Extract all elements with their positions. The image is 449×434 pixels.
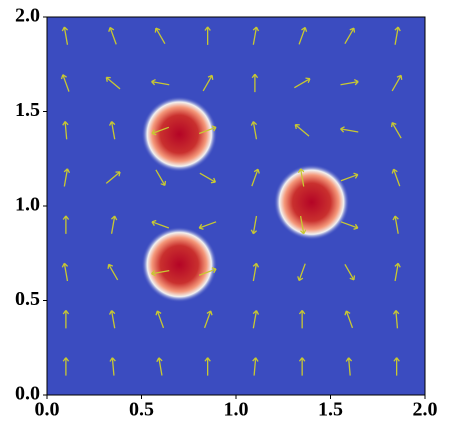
quiver-arrow [203, 310, 213, 329]
quiver-arrow [391, 74, 403, 92]
x-tick-label: 0.5 [129, 399, 154, 421]
quiver-arrow [252, 26, 260, 45]
quiver-arrow [109, 357, 116, 376]
quiver-arrow [298, 26, 308, 45]
heatmap-background [47, 17, 425, 395]
quiver-arrow [105, 171, 121, 184]
x-tick-label: 1.0 [224, 399, 249, 421]
quiver-arrow [392, 310, 400, 329]
quiver-arrow [198, 267, 217, 276]
quiver-arrow [202, 74, 214, 92]
y-tick-label: 2.0 [15, 5, 40, 27]
x-tick-label: 2.0 [413, 399, 438, 421]
quiver-arrow [105, 76, 121, 90]
quiver-arrow [62, 310, 70, 329]
quiver-arrow [394, 262, 401, 282]
quiver-arrow [108, 121, 116, 140]
quiver-arrow [198, 125, 217, 135]
y-tick-label: 1.0 [15, 194, 40, 216]
quiver-arrow [344, 310, 354, 329]
quiver-arrow [250, 215, 258, 235]
quiver-arrow [345, 357, 353, 376]
quiver-arrow [391, 168, 401, 187]
quiver-arrow [151, 219, 170, 229]
quiver-arrow [155, 310, 165, 329]
quiver-arrow [340, 221, 359, 230]
quiver-arrow [252, 310, 260, 329]
quiver-arrow [62, 121, 69, 140]
quiver-arrow [156, 357, 163, 376]
quiver-arrow [151, 78, 170, 86]
quiver-arrow [151, 126, 170, 136]
heat-blob [141, 226, 218, 303]
y-tick-label: 0.0 [15, 383, 40, 405]
quiver-arrow [108, 26, 117, 45]
quiver-arrow [198, 221, 217, 230]
quiver-arrow [299, 215, 307, 235]
quiver-arrow [394, 26, 401, 45]
quiver-arrow [297, 263, 306, 282]
quiver-arrow [340, 126, 359, 133]
quiver-arrow [392, 215, 399, 234]
quiver-arrow [60, 74, 70, 92]
quiver-arrow [298, 357, 306, 376]
quiver-arrow [108, 310, 116, 329]
quiver-arrow [340, 172, 359, 182]
quiver-arrow [110, 215, 118, 234]
quiver-arrow [250, 121, 258, 140]
quiver-arrow [151, 269, 170, 277]
x-tick-label: 0.0 [35, 399, 60, 421]
quiver-arrow [62, 215, 70, 234]
quiver-arrow [204, 26, 211, 45]
quiver-arrow [63, 168, 71, 187]
quiver-arrow [251, 168, 260, 187]
x-tick-label: 1.5 [318, 399, 343, 421]
y-tick-label: 0.5 [15, 288, 40, 310]
quiver-arrow [252, 262, 260, 282]
quiver-arrow [252, 357, 259, 376]
quiver-arrow [294, 123, 310, 137]
quiver-arrow [344, 27, 356, 45]
quiver-arrow [155, 169, 167, 187]
quiver-arrow [199, 172, 217, 184]
quiver-arrow [297, 168, 305, 187]
quiver-arrow [344, 264, 356, 281]
quiver-arrow [154, 27, 166, 45]
quiver-arrow [61, 262, 69, 282]
quiver-arrow [340, 78, 359, 86]
quiver-arrow [298, 310, 306, 329]
quiver-arrow [61, 26, 69, 45]
y-tick-label: 1.5 [15, 99, 40, 121]
quiver-arrow [107, 263, 119, 281]
quiver-arrow [62, 357, 70, 376]
quiver-arrow [294, 77, 311, 89]
quiver-arrow [251, 73, 259, 93]
quiver-arrow [204, 357, 211, 376]
heat-blob [141, 96, 218, 172]
quiver-arrow [390, 122, 402, 139]
heat-blob [273, 164, 350, 241]
quiver-arrow [393, 357, 400, 376]
